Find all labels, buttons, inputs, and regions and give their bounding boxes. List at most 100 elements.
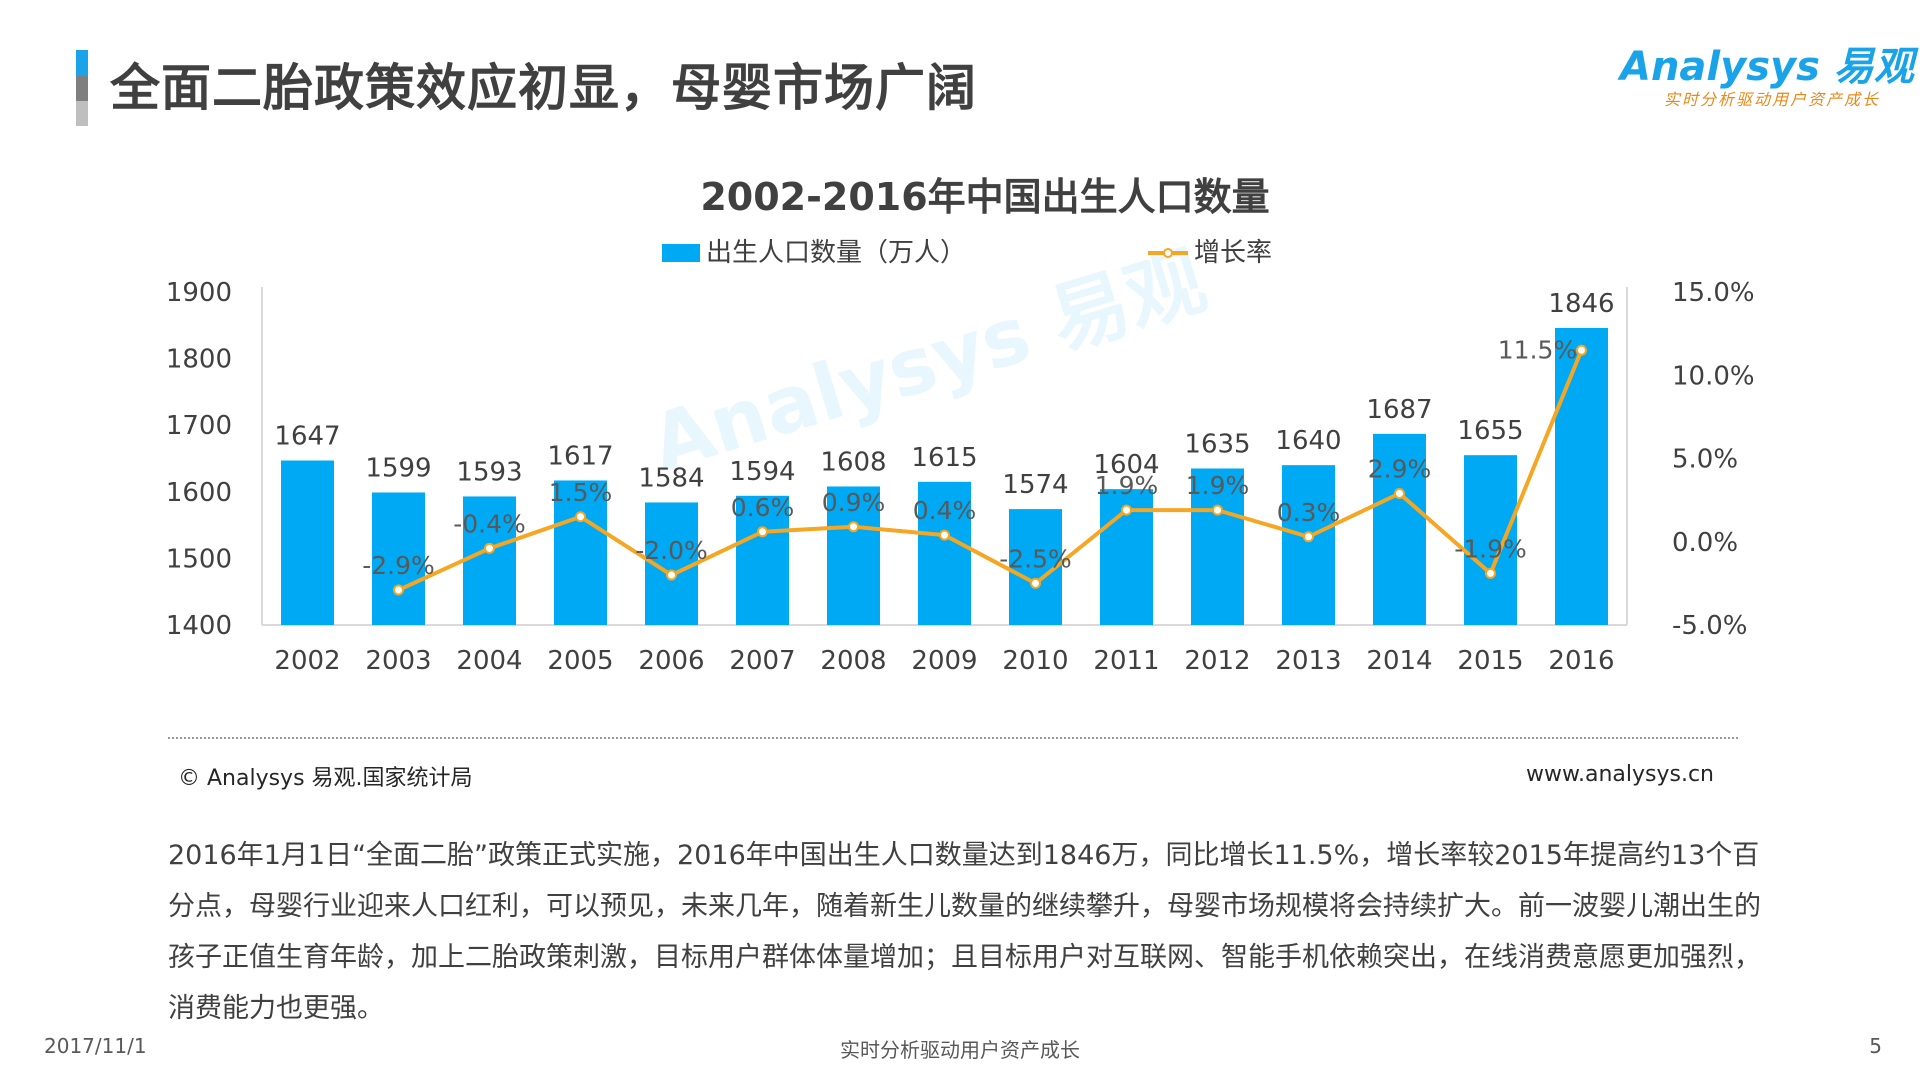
website-link[interactable]: www.analysys.cn — [1526, 762, 1714, 787]
legend-bar-swatch — [662, 244, 700, 262]
growth-point-2016 — [1576, 344, 1587, 356]
growth-value-label: 0.9% — [822, 488, 886, 517]
logo-text: Analysys 易观 — [1620, 44, 1914, 90]
bar-value-label: 1608 — [820, 447, 886, 477]
x-tick-label: 2002 — [274, 646, 340, 676]
legend-bar-label: 出生人口数量（万人） — [706, 238, 966, 268]
bar-value-label: 1655 — [1457, 416, 1523, 446]
x-tick-label: 2009 — [911, 646, 977, 676]
y-left-tick-label: 1800 — [166, 345, 232, 375]
growth-value-label: -2.5% — [999, 544, 1072, 573]
footer-slogan: 实时分析驱动用户资产成长 — [840, 1038, 1080, 1062]
x-tick-label: 2015 — [1457, 646, 1523, 676]
y-right-tick-label: 0.0% — [1672, 528, 1738, 558]
growth-value-label: 11.5% — [1498, 335, 1577, 364]
growth-value-label: 1.9% — [1095, 471, 1159, 500]
bar-2008 — [827, 486, 880, 625]
growth-value-label: 0.4% — [913, 496, 977, 525]
y-left-tick-label: 1400 — [166, 611, 232, 641]
growth-rate-line — [397, 349, 1584, 592]
x-tick-label: 2006 — [638, 646, 704, 676]
bar-value-label: 1584 — [638, 463, 704, 493]
x-tick-label: 2004 — [456, 646, 522, 676]
bar-2002 — [281, 460, 334, 625]
growth-point-2003 — [393, 584, 404, 596]
bar-2004 — [463, 496, 516, 625]
growth-point-2013 — [1303, 531, 1314, 543]
accent-bar-blue — [76, 50, 88, 76]
accent-bar-gray — [76, 76, 88, 101]
x-tick-label: 2010 — [1002, 646, 1068, 676]
body-paragraph: 2016年1月1日“全面二胎”政策正式实施，2016年中国出生人口数量达到184… — [168, 840, 1761, 1024]
bar-value-label: 1615 — [911, 443, 977, 473]
growth-value-label: -2.0% — [635, 536, 708, 565]
y-right-tick-label: 5.0% — [1672, 445, 1738, 475]
bar-value-label: 1574 — [1002, 470, 1068, 500]
y-right-tick-label: 15.0% — [1672, 278, 1755, 308]
growth-point-2012 — [1212, 504, 1223, 516]
growth-point-2006 — [666, 569, 677, 581]
analysys-logo: Analysys 易观 实时分析驱动用户资产成长 — [1620, 44, 1914, 114]
growth-value-label: 1.5% — [549, 478, 613, 507]
growth-value-label: -1.9% — [1454, 534, 1527, 563]
bar-value-label: 1617 — [547, 441, 613, 471]
bar-value-label: 1599 — [365, 453, 431, 483]
y-left-tick-label: 1500 — [166, 544, 232, 574]
y-right-tick-label: 10.0% — [1672, 361, 1755, 391]
bar-2009 — [918, 481, 971, 625]
bar-2012 — [1191, 468, 1244, 625]
bar-value-label: 1687 — [1366, 395, 1432, 425]
footer-date: 2017/11/1 — [44, 1034, 147, 1058]
growth-value-label: 0.6% — [731, 493, 795, 522]
growth-value-label: 2.9% — [1368, 454, 1432, 483]
divider-line — [168, 737, 1738, 739]
page-number: 5 — [1869, 1034, 1882, 1058]
bar-value-label: 1635 — [1184, 429, 1250, 459]
x-tick-label: 2011 — [1093, 646, 1159, 676]
growth-point-2010 — [1030, 577, 1041, 589]
x-tick-label: 2013 — [1275, 646, 1341, 676]
growth-point-2004 — [484, 542, 495, 554]
x-tick-label: 2007 — [729, 646, 795, 676]
page-title: 全面二胎政策效应初显，母婴市场广阔 — [110, 59, 977, 117]
chart-title: 2002-2016年中国出生人口数量 — [700, 175, 1269, 219]
growth-point-2005 — [575, 511, 586, 523]
legend-line-marker — [1163, 248, 1173, 258]
growth-value-label: 0.3% — [1277, 498, 1341, 527]
growth-value-label: -0.4% — [453, 509, 526, 538]
bar-2003 — [372, 492, 425, 625]
bar-value-label: 1846 — [1548, 289, 1614, 319]
x-tick-label: 2014 — [1366, 646, 1432, 676]
growth-point-2007 — [757, 526, 768, 538]
source-note: © Analysys 易观.国家统计局 — [178, 766, 473, 791]
bar-2015 — [1464, 455, 1517, 625]
y-left-tick-label: 1700 — [166, 411, 232, 441]
growth-point-2009 — [939, 529, 950, 541]
y-left-tick-label: 1900 — [166, 278, 232, 308]
growth-value-label: -2.9% — [362, 551, 435, 580]
y-right-tick-label: -5.0% — [1672, 611, 1747, 641]
bar-2005 — [554, 480, 607, 625]
growth-point-2011 — [1121, 504, 1132, 516]
bar-value-label: 1594 — [729, 457, 795, 487]
bar-2016 — [1555, 327, 1608, 625]
bar-value-label: 1604 — [1093, 450, 1159, 480]
bar-value-label: 1640 — [1275, 426, 1341, 456]
bar-2007 — [736, 495, 789, 625]
x-tick-label: 2012 — [1184, 646, 1250, 676]
growth-point-2008 — [848, 521, 859, 533]
bar-value-label: 1647 — [274, 421, 340, 451]
title-accent-bars — [76, 50, 88, 126]
bar-value-label: 1593 — [456, 457, 522, 487]
chart-container: 2002-2016年中国出生人口数量 出生人口数量（万人） 增长率 1900 1800 1… — [0, 160, 1920, 720]
growth-value-label: 1.9% — [1186, 471, 1250, 500]
y-left-tick-label: 1600 — [166, 478, 232, 508]
accent-bar-light — [76, 101, 88, 126]
x-tick-label: 2016 — [1548, 646, 1614, 676]
bar-2013 — [1282, 465, 1335, 625]
x-tick-label: 2003 — [365, 646, 431, 676]
growth-point-2015 — [1485, 567, 1496, 579]
growth-point-2014 — [1394, 487, 1405, 499]
x-tick-label: 2008 — [820, 646, 886, 676]
x-tick-label: 2005 — [547, 646, 613, 676]
